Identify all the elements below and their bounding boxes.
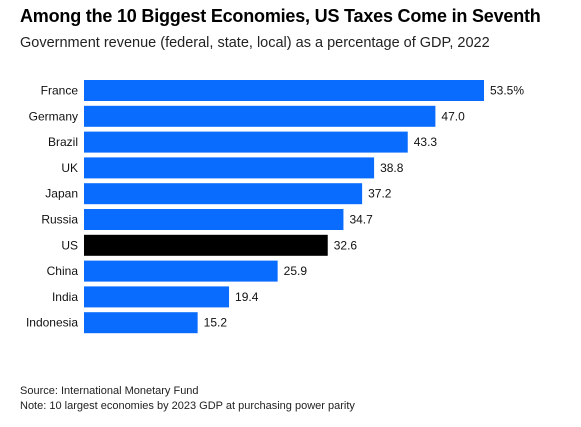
bar-germany — [84, 105, 436, 127]
value-label-germany: 47.0 — [441, 109, 465, 123]
bar-brazil — [84, 131, 408, 153]
category-label-russia: Russia — [41, 213, 78, 227]
value-label-brazil: 43.3 — [414, 135, 438, 149]
value-label-india: 19.4 — [235, 290, 259, 304]
category-label-us: US — [61, 238, 78, 252]
value-label-uk: 38.8 — [380, 161, 404, 175]
value-label-japan: 37.2 — [368, 187, 392, 201]
category-label-france: France — [41, 84, 79, 98]
category-label-china: China — [47, 264, 79, 278]
chart-subtitle: Government revenue (federal, state, loca… — [20, 35, 490, 51]
category-label-germany: Germany — [29, 109, 78, 123]
bar-uk — [84, 157, 375, 179]
category-label-indonesia: Indonesia — [26, 316, 78, 330]
bar-us — [84, 234, 328, 256]
bar-chart: France 53.5% Germany 47.0 Brazil 43.3 UK 38.8 Ja… — [26, 80, 524, 334]
value-label-us: 32.6 — [334, 238, 358, 252]
bar-russia — [84, 209, 344, 230]
value-label-france: 53.5% — [490, 84, 524, 98]
value-label-indonesia: 15.2 — [204, 316, 228, 330]
category-label-japan: Japan — [45, 187, 78, 201]
chart-title: Among the 10 Biggest Economies, US Taxes… — [20, 6, 541, 26]
footnote: Note: 10 largest economies by 2023 GDP a… — [20, 400, 355, 412]
bar-france — [84, 80, 484, 101]
category-label-uk: UK — [61, 161, 78, 175]
bar-india — [84, 286, 230, 308]
bar-china — [84, 260, 278, 282]
category-label-india: India — [52, 290, 78, 304]
source-note: Source: International Monetary Fund — [20, 385, 199, 397]
value-label-russia: 34.7 — [349, 213, 373, 227]
value-label-china: 25.9 — [284, 264, 308, 278]
bar-japan — [84, 183, 363, 205]
bar-indonesia — [84, 312, 198, 334]
category-label-brazil: Brazil — [48, 135, 78, 149]
